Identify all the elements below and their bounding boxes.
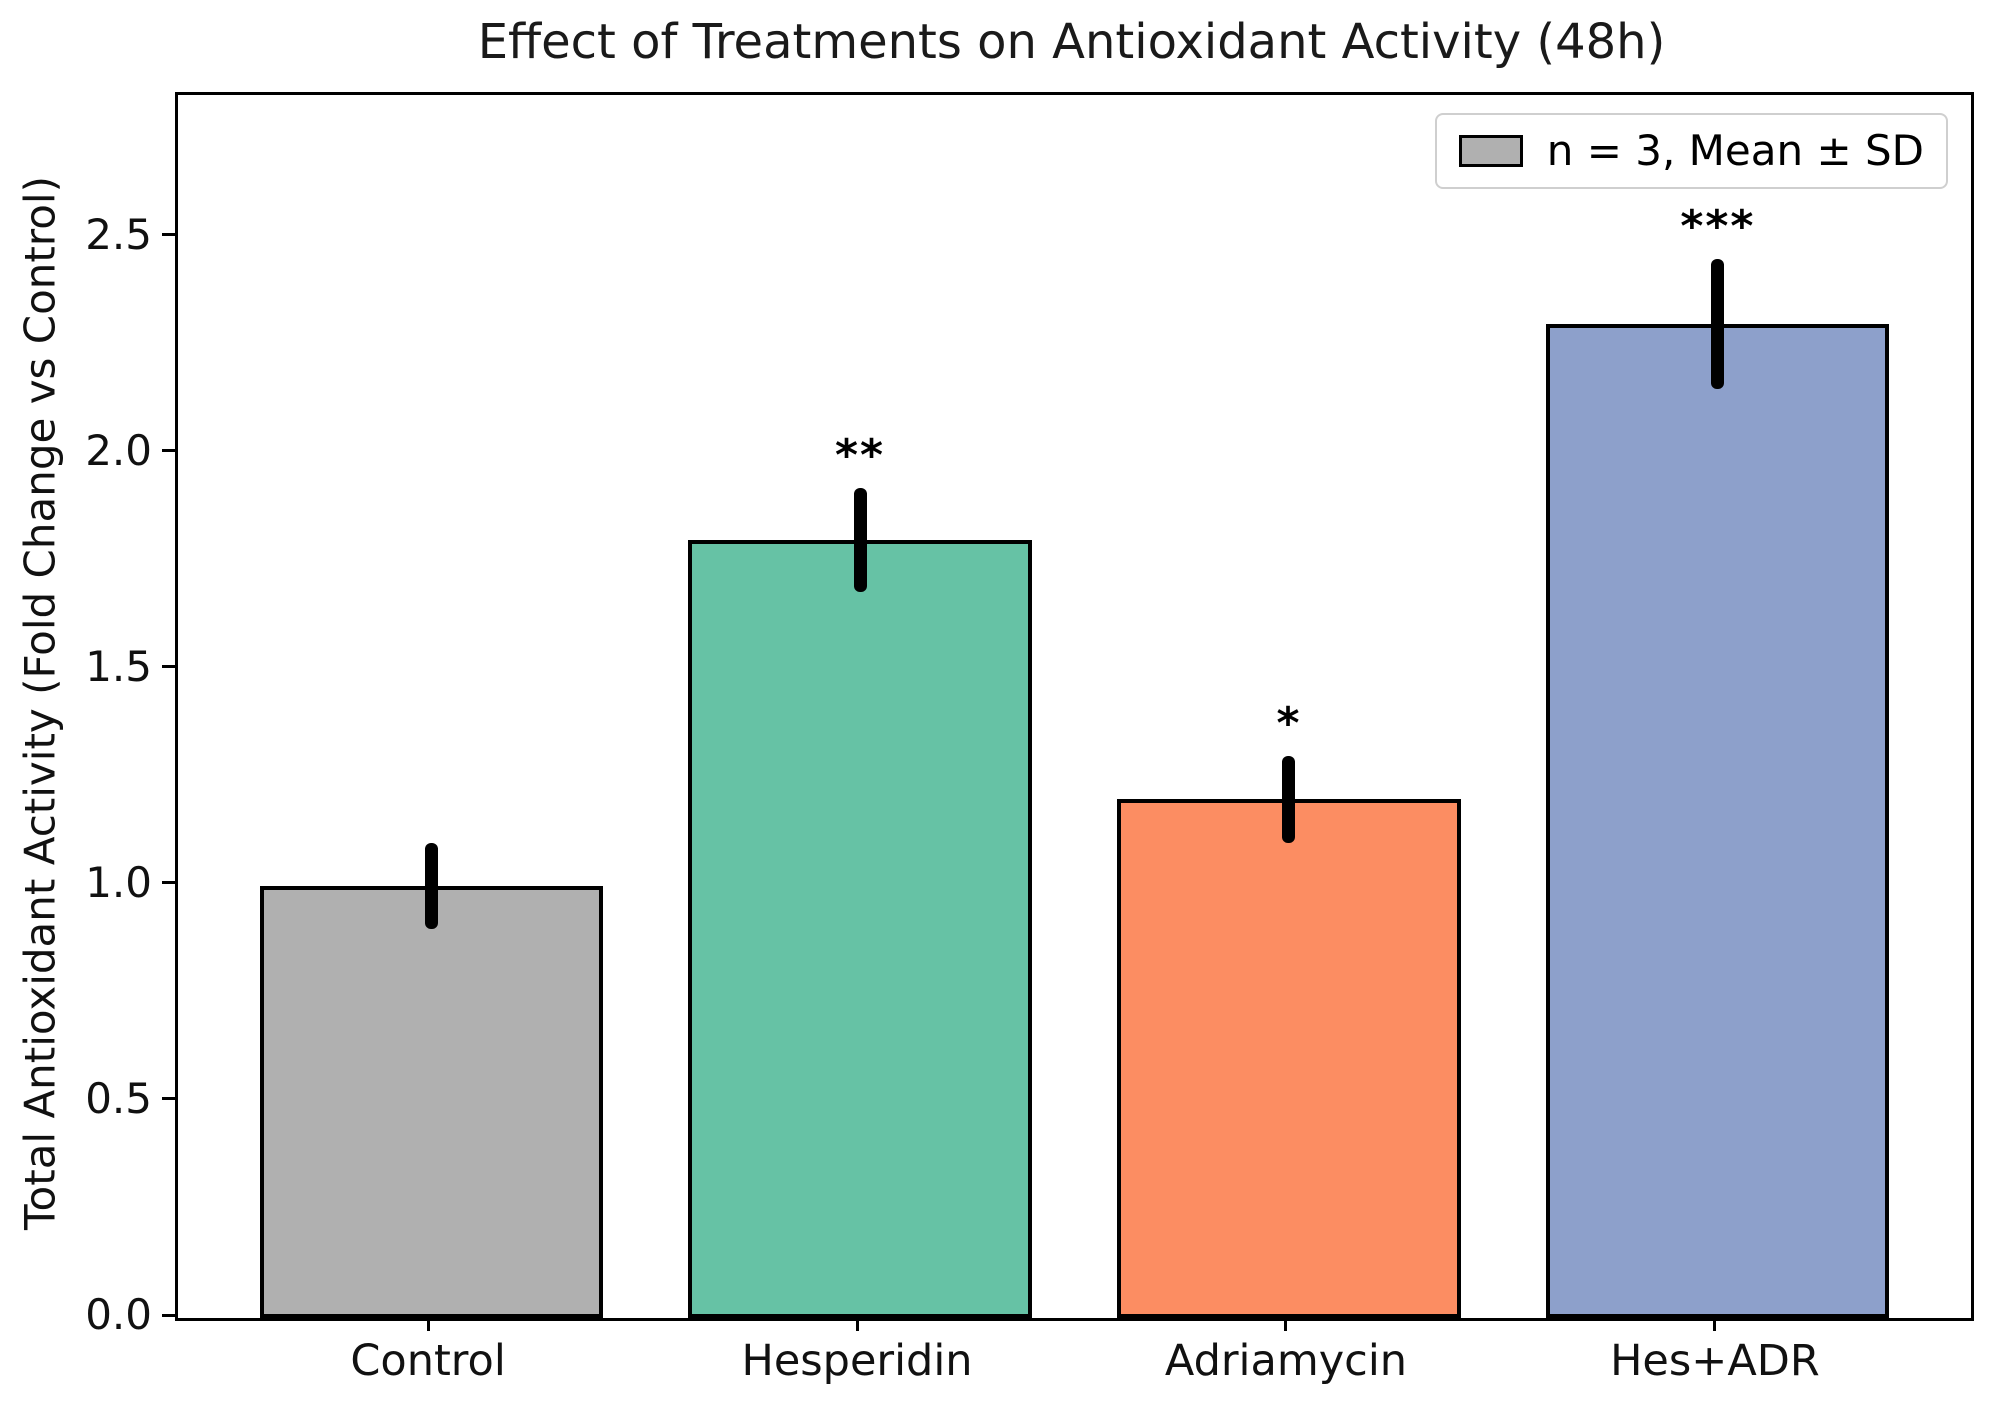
error-bar-hesperidin — [853, 488, 867, 592]
y-tick-mark — [162, 665, 175, 669]
y-tick-mark — [162, 1097, 175, 1101]
chart-title: Effect of Treatments on Antioxidant Acti… — [477, 14, 1666, 70]
legend-swatch — [1458, 135, 1523, 167]
y-tick-label-0.0: 0.0 — [85, 1290, 152, 1339]
significance-adriamycin: * — [1276, 698, 1302, 750]
x-tick-label-hes-adr: Hes+ADR — [1610, 1336, 1820, 1386]
significance-hesperidin: ** — [835, 430, 886, 482]
significance-hes-adr: *** — [1680, 201, 1756, 253]
error-bar-hes-adr — [1711, 259, 1725, 389]
y-tick-mark — [162, 1313, 175, 1317]
x-tick-mark — [1713, 1318, 1717, 1331]
y-tick-mark — [162, 449, 175, 453]
x-tick-label-control: Control — [350, 1336, 506, 1386]
y-tick-mark — [162, 881, 175, 885]
bar-control — [259, 885, 603, 1318]
x-tick-mark — [426, 1318, 430, 1331]
error-bar-control — [424, 842, 438, 930]
x-tick-mark — [855, 1318, 859, 1331]
y-tick-label-0.5: 0.5 — [85, 1073, 152, 1123]
y-tick-label-2.0: 2.0 — [85, 425, 152, 475]
y-tick-label-1.0: 1.0 — [85, 857, 152, 907]
legend: n = 3, Mean ± SD — [1434, 113, 1948, 189]
legend-label: n = 3, Mean ± SD — [1546, 126, 1924, 175]
bar-adriamycin — [1117, 799, 1461, 1318]
y-tick-label-1.5: 1.5 — [85, 641, 152, 691]
plot-area: ** * *** — [175, 92, 1974, 1321]
x-tick-mark — [1284, 1318, 1288, 1331]
y-tick-label-2.5: 2.5 — [85, 209, 152, 259]
y-axis-label: Total Antioxidant Activity (Fold Change … — [15, 176, 65, 1230]
y-tick-mark — [162, 233, 175, 237]
bar-hes-adr — [1546, 324, 1890, 1318]
error-bar-adriamycin — [1282, 756, 1296, 843]
x-tick-label-adriamycin: Adriamycin — [1164, 1336, 1408, 1386]
x-tick-label-hesperidin: Hesperidin — [741, 1336, 973, 1386]
bar-hesperidin — [688, 540, 1032, 1318]
